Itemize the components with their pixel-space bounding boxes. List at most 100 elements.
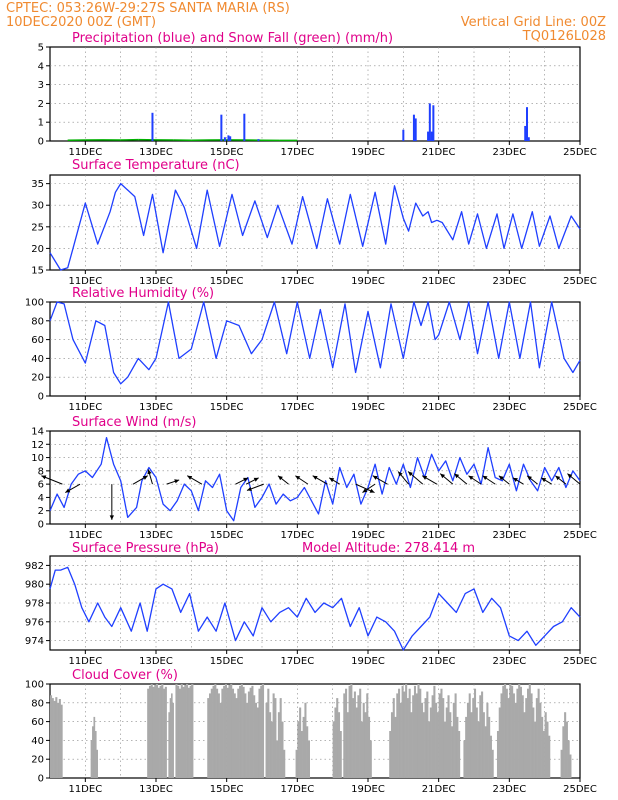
cloud-cover-bar: [449, 712, 452, 778]
wind-ytick-label: 4: [38, 493, 44, 504]
precip-bar: [412, 114, 415, 141]
rh-ytick-label: 100: [25, 298, 44, 309]
cloud-cover-bar: [474, 688, 477, 778]
cloud-cover-bar: [525, 698, 528, 778]
cloud-cover-bar: [359, 688, 362, 778]
cloud-cover-bar: [55, 697, 58, 778]
cloud-cover-bar: [355, 707, 358, 778]
cloud-cover-bar: [426, 691, 429, 778]
wind-vector-head: [372, 475, 378, 480]
cloud-cover-bar: [226, 687, 229, 778]
cloud-cover-bar: [345, 688, 348, 778]
cloud-cover-bar: [164, 686, 167, 778]
cloud-xtick-label: 19DEC: [351, 784, 385, 795]
cloud-cover-bar: [283, 749, 286, 778]
cloud-cover-bar: [187, 687, 190, 778]
cloud-cover-bar: [565, 721, 568, 778]
cloud-cover-bar: [567, 740, 570, 778]
temp-ytick-label: 25: [31, 222, 44, 233]
cloud-cover-bar: [507, 698, 510, 778]
rh-frame: [49, 301, 581, 397]
cloud-xtick-label: 13DEC: [139, 784, 173, 795]
cloud-cover-bar: [445, 707, 448, 778]
cloud-cover-bar: [168, 712, 170, 778]
wind-vector-head: [527, 475, 532, 481]
cloud-cover-bar: [302, 716, 305, 778]
pressure-xtick-label: 15DEC: [210, 656, 244, 667]
cloud-cover-bar: [546, 721, 549, 778]
rh-title: Relative Humidity (%): [72, 286, 214, 301]
cloud-cover-bar: [514, 702, 517, 778]
cloud-cover-bar: [537, 688, 540, 778]
precip-bar: [229, 136, 232, 141]
cloud-xtick-label: 25DEC: [563, 784, 597, 795]
cloud-cover-bar: [161, 684, 164, 778]
temp-title: Surface Temperature (nC): [72, 158, 240, 173]
precip-bar: [227, 135, 230, 141]
cloud-cover-bar: [390, 712, 394, 778]
cloud-cover-bar: [428, 721, 431, 778]
cloud-cover-bar: [150, 684, 153, 778]
wind-vector-head: [422, 475, 428, 480]
cloud-ytick-label: 80: [31, 698, 44, 709]
cloud-cover-bar: [562, 726, 565, 778]
precip-bar: [430, 131, 433, 141]
cloud-cover-bar: [438, 693, 441, 778]
cloud-cover-bar: [253, 695, 256, 778]
precip-xtick-label: 13DEC: [139, 147, 173, 158]
cloud-cover-bar: [96, 749, 98, 778]
cloud-cover-bar: [405, 684, 408, 778]
cloud-cover-bar: [482, 712, 485, 778]
wind-ytick-label: 2: [38, 506, 44, 517]
cloud-cover-bar: [472, 698, 475, 778]
cloud-cover-bar: [184, 684, 187, 778]
cloud-cover-bar: [157, 687, 160, 778]
cloud-cover-bar: [207, 698, 210, 778]
cloud-cover-bar: [169, 698, 172, 778]
precip-xtick-label: 23DEC: [492, 147, 526, 158]
precip-bar: [524, 125, 527, 141]
pressure-altitude: Model Altitude: 278.414 m: [302, 541, 475, 556]
rh-ytick-label: 0: [38, 392, 44, 403]
pressure-xtick-label: 11DEC: [68, 656, 102, 667]
cloud-cover-bar: [269, 712, 272, 778]
rh-xtick-label: 25DEC: [563, 402, 597, 413]
cloud-cover-bar: [270, 721, 273, 778]
cloud-cover-bar: [172, 702, 174, 778]
pressure-xtick-label: 13DEC: [139, 656, 173, 667]
rh-xtick-label: 19DEC: [351, 402, 385, 413]
cloud-cover-bar: [541, 716, 544, 778]
cloud-cover-bar: [336, 698, 339, 778]
cloud-cover-bar: [442, 698, 445, 778]
cloud-cover-bar: [440, 688, 443, 778]
cloud-cover-bar: [429, 707, 432, 778]
cloud-cover-bar: [489, 735, 492, 778]
wind-frame: [49, 430, 581, 525]
cloud-cover-bar: [223, 685, 226, 778]
cloud-cover-bar: [406, 698, 409, 778]
cloud-cover-bar: [249, 687, 252, 778]
cloud-cover-bar: [235, 698, 238, 778]
rh-ytick-label: 60: [31, 335, 44, 346]
cloud-cover-bar: [230, 684, 233, 778]
cloud-cover-bar: [214, 684, 217, 778]
cloud-cover-bar: [60, 704, 63, 778]
pressure-ytick-label: 976: [25, 617, 44, 628]
wind-vector-head: [41, 475, 47, 480]
precip-ytick-label: 0: [38, 137, 44, 148]
cloud-cover-bar: [401, 685, 404, 778]
wind-vector-head: [187, 475, 193, 480]
cloud-cover-bar: [465, 716, 468, 778]
cloud-ytick-label: 60: [31, 717, 44, 728]
rh-xtick-label: 17DEC: [280, 402, 314, 413]
cloud-cover-bar: [369, 740, 372, 778]
cloud-cover-bar: [435, 702, 438, 778]
cloud-cover-bar: [258, 688, 261, 778]
cloud-cover-bar: [233, 693, 236, 778]
cloud-cover-bar: [548, 735, 551, 778]
cloud-cover-bar: [228, 684, 231, 778]
rh-xtick-label: 15DEC: [210, 402, 244, 413]
cloud-cover-bar: [415, 693, 418, 778]
cloud-cover-bar: [244, 693, 247, 778]
